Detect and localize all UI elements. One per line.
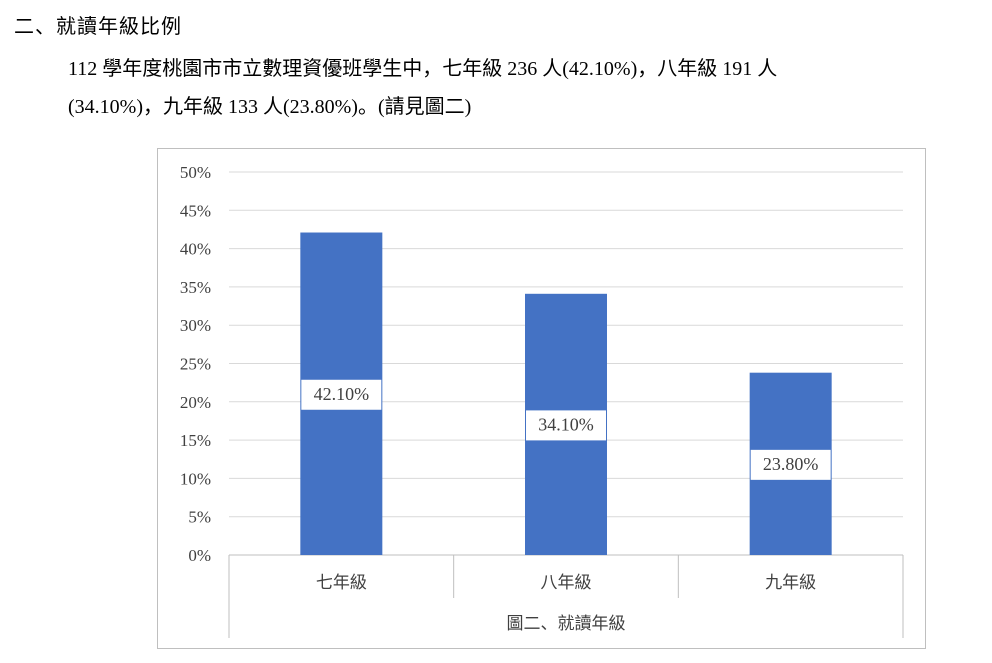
y-tick-label: 50% xyxy=(180,163,211,182)
chart-frame xyxy=(157,148,926,649)
y-tick-label: 25% xyxy=(180,355,211,374)
data-label-bg xyxy=(526,410,606,441)
data-label: 23.80% xyxy=(763,454,819,474)
y-tick-label: 45% xyxy=(180,201,211,220)
y-tick-label: 5% xyxy=(188,508,211,527)
data-label-bg xyxy=(750,449,831,480)
section-heading: 二、就讀年級比例 xyxy=(14,16,182,38)
section-paragraph: 112 學年度桃園市市立數理資優班學生中，七年級 236 人(42.10%)，八… xyxy=(68,50,980,126)
y-tick-label: 20% xyxy=(180,393,211,412)
data-label: 34.10% xyxy=(538,414,594,434)
category-label: 九年級 xyxy=(765,573,816,592)
data-label-bg xyxy=(301,379,382,410)
x-axis-title: 圖二、就讀年級 xyxy=(507,614,626,633)
data-label: 42.10% xyxy=(314,384,370,404)
y-tick-label: 35% xyxy=(180,278,211,297)
category-label: 七年級 xyxy=(316,573,367,592)
y-tick-label: 30% xyxy=(180,316,211,335)
category-label: 八年級 xyxy=(541,573,592,592)
paragraph-line-1: 112 學年度桃園市市立數理資優班學生中，七年級 236 人(42.10%)，八… xyxy=(68,58,778,80)
y-tick-label: 0% xyxy=(188,546,211,565)
paragraph-line-2: (34.10%)，九年級 133 人(23.80%)。(請見圖二) xyxy=(68,96,472,118)
y-tick-label: 15% xyxy=(180,431,211,450)
y-tick-label: 10% xyxy=(180,469,211,488)
y-tick-label: 40% xyxy=(180,240,211,259)
